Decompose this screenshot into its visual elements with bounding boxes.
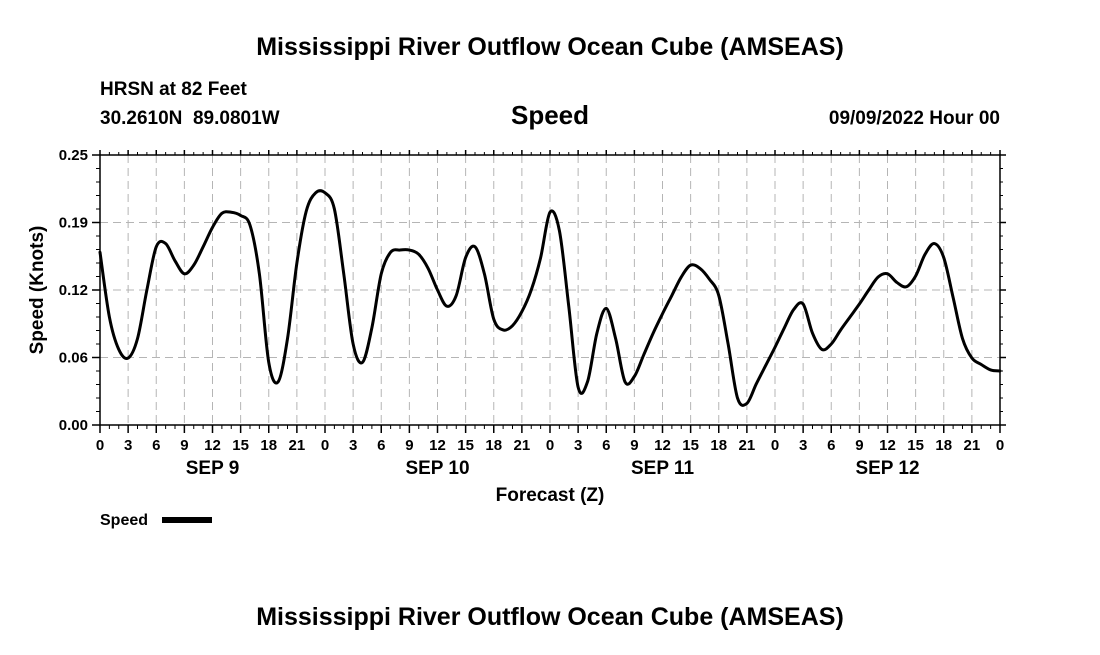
x-tick-label: 6 — [152, 437, 160, 454]
x-tick-label: 9 — [405, 437, 413, 454]
y-axis-label: Speed (Knots) — [27, 226, 48, 355]
x-tick-label: 21 — [514, 437, 531, 454]
x-tick-label: 18 — [260, 437, 277, 454]
datetime-label: 09/09/2022 Hour 00 — [829, 108, 1000, 129]
legend-label: Speed — [100, 512, 148, 529]
y-tick-label: 0.00 — [59, 417, 88, 434]
x-tick-label: 12 — [879, 437, 896, 454]
x-tick-label: 3 — [574, 437, 582, 454]
x-tick-label: 12 — [204, 437, 221, 454]
x-tick-label: 0 — [96, 437, 104, 454]
y-tick-label: 0.12 — [59, 282, 88, 299]
x-tick-label: 21 — [739, 437, 756, 454]
x-tick-label: 9 — [630, 437, 638, 454]
variable-label: Speed — [511, 100, 589, 130]
footer-title: Mississippi River Outflow Ocean Cube (AM… — [256, 603, 844, 631]
x-tick-label: 3 — [799, 437, 807, 454]
series-group — [98, 189, 1002, 407]
day-label: SEP 11 — [631, 458, 694, 479]
legend: Speed — [100, 512, 212, 529]
chart-title: Mississippi River Outflow Ocean Cube (AM… — [256, 33, 844, 61]
day-label: SEP 12 — [855, 458, 919, 479]
x-tick-label: 9 — [180, 437, 188, 454]
y-tick-label: 0.19 — [59, 215, 88, 232]
x-tick-label: 12 — [654, 437, 671, 454]
x-tick-label: 15 — [457, 437, 474, 454]
major-ticks — [92, 150, 1006, 433]
x-tick-label: 15 — [682, 437, 699, 454]
day-labels: SEP 9 SEP 10 SEP 11 SEP 12 — [186, 458, 920, 479]
plot-frame — [99, 154, 1001, 426]
grid-lines — [100, 155, 1000, 425]
x-tick-label: 6 — [377, 437, 385, 454]
x-tick-label: 12 — [429, 437, 446, 454]
location-label: 30.2610N 89.0801W — [100, 108, 280, 129]
y-tick-label: 0.25 — [59, 147, 88, 164]
x-tick-label: 18 — [485, 437, 502, 454]
x-tick-label: 21 — [964, 437, 981, 454]
x-tick-label: 0 — [546, 437, 554, 454]
y-tick-labels: 0.00 0.06 0.12 0.19 0.25 — [59, 147, 88, 434]
x-tick-label: 6 — [827, 437, 835, 454]
x-tick-label: 15 — [907, 437, 924, 454]
station-label: HRSN at 82 Feet — [100, 79, 247, 100]
x-tick-label: 0 — [996, 437, 1004, 454]
x-tick-label: 9 — [855, 437, 863, 454]
x-tick-label: 15 — [232, 437, 249, 454]
day-label: SEP 10 — [405, 458, 469, 479]
x-tick-label: 21 — [289, 437, 306, 454]
x-tick-label: 0 — [321, 437, 329, 454]
day-label: SEP 9 — [186, 458, 240, 479]
x-tick-label: 6 — [602, 437, 610, 454]
x-tick-label: 3 — [349, 437, 357, 454]
x-tick-label: 18 — [710, 437, 727, 454]
series-line-speed — [98, 189, 1002, 407]
x-tick-label: 0 — [771, 437, 779, 454]
x-tick-label: 18 — [935, 437, 952, 454]
x-axis-label: Forecast (Z) — [496, 485, 605, 506]
x-tick-labels: 0 3 6 9 12 15 18 21 0 3 6 9 12 15 18 21 0 3 6 9 12 15 18 21 0 3 6 9… — [96, 437, 1004, 454]
x-tick-label: 3 — [124, 437, 132, 454]
y-tick-label: 0.06 — [59, 350, 88, 367]
